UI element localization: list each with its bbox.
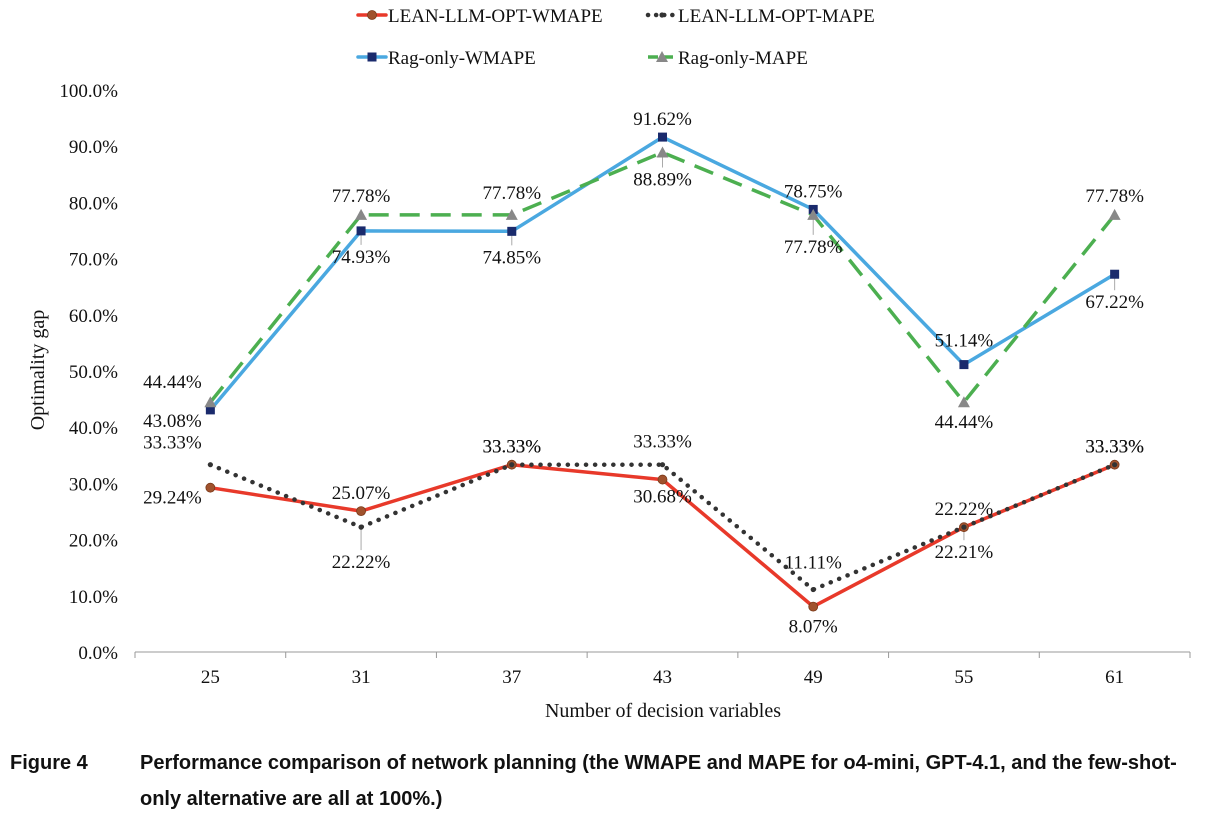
data-label-wmape-rag: 43.08% <box>143 411 202 432</box>
data-label-mape-lean: 33.33% <box>1085 437 1144 458</box>
data-label-mape-lean: 33.33% <box>633 432 692 453</box>
marker-wmape-rag <box>1110 269 1120 279</box>
data-label-wmape-lean: 30.68% <box>633 487 692 508</box>
data-label-wmape-rag: 74.85% <box>482 247 541 268</box>
marker-mape-lean <box>207 462 213 468</box>
x-tick-label: 31 <box>352 667 371 688</box>
y-tick-label: 40.0% <box>69 418 118 439</box>
y-axis-title: Optimality gap <box>27 310 49 431</box>
data-label-wmape-lean: 22.21% <box>935 542 994 563</box>
line-chart: LEAN-LLM-OPT-WMAPE LEAN-LLM-OPT-MAPE Rag-o… <box>27 6 1191 722</box>
legend-label: Rag-only-WMAPE <box>388 48 536 69</box>
marker-mape-rag <box>505 208 518 220</box>
data-label-mape-rag: 88.89% <box>633 169 692 190</box>
marker-wmape-lean <box>356 506 366 517</box>
data-label-mape-lean: 33.33% <box>143 433 202 454</box>
x-tick-label: 49 <box>804 667 823 688</box>
marker-wmape-lean <box>657 474 668 485</box>
data-label-wmape-rag: 74.93% <box>332 247 391 268</box>
marker-mape-lean <box>810 586 816 593</box>
y-tick-label: 90.0% <box>69 137 118 158</box>
x-tick-label: 37 <box>502 667 521 688</box>
marker-mape-rag <box>807 208 820 220</box>
y-tick-label: 20.0% <box>69 531 118 552</box>
data-label-mape-lean: 22.22% <box>332 552 391 573</box>
legend-marker <box>656 51 668 62</box>
y-axis-ticks: 0.0% 10.0% 20.0% 30.0% 40.0% 50.0% 60.0% 70.0% 8… <box>59 81 118 664</box>
marker-wmape-rag <box>658 132 667 142</box>
legend-label: Rag-only-MAPE <box>678 48 808 69</box>
data-label-wmape-rag: 78.75% <box>784 181 843 202</box>
series-lines <box>208 135 1117 609</box>
marker-mape-lean <box>659 462 666 468</box>
legend-item-wmape-rag: Rag-only-WMAPE <box>356 48 536 69</box>
y-tick-label: 60.0% <box>69 306 118 327</box>
legend-item-wmape-lean: LEAN-LLM-OPT-WMAPE <box>356 6 603 27</box>
marker-wmape-rag <box>356 226 366 236</box>
x-tick-label: 55 <box>954 667 973 688</box>
series-markers <box>204 132 1121 612</box>
figure-caption: Figure 4 Performance comparison of netwo… <box>10 745 1205 817</box>
legend-item-mape-lean: LEAN-LLM-OPT-MAPE <box>645 6 875 27</box>
y-tick-label: 80.0% <box>69 193 118 214</box>
data-label-wmape-lean: 33.33% <box>482 437 541 458</box>
marker-wmape-lean <box>808 601 819 612</box>
data-label-wmape-lean: 33.33% <box>1085 437 1144 458</box>
data-label-wmape-rag: 67.22% <box>1085 292 1144 313</box>
x-axis-ticks: 25 31 37 43 49 55 61 <box>134 652 1191 688</box>
data-label-mape-lean: 11.11% <box>785 553 842 574</box>
data-label-mape-rag: 77.78% <box>1085 186 1144 207</box>
marker-mape-rag <box>204 396 217 408</box>
y-tick-label: 30.0% <box>69 474 118 495</box>
marker-wmape-rag <box>959 360 969 370</box>
x-tick-label: 43 <box>653 667 672 688</box>
marker-mape-lean <box>961 524 967 530</box>
figure-number: Figure 4 <box>10 752 88 774</box>
data-label-wmape-lean: 25.07% <box>332 483 391 504</box>
data-label-wmape-lean: 8.07% <box>789 617 838 638</box>
data-label-wmape-rag: 91.62% <box>633 109 692 130</box>
y-tick-label: 0.0% <box>78 643 118 664</box>
legend-item-mape-rag: Rag-only-MAPE <box>648 48 808 69</box>
marker-mape-rag <box>656 146 669 158</box>
data-label-mape-rag: 77.78% <box>784 237 843 258</box>
marker-wmape-rag <box>507 226 517 236</box>
y-tick-label: 100.0% <box>59 81 118 102</box>
marker-mape-lean <box>358 524 364 530</box>
marker-mape-rag <box>355 208 368 220</box>
label-leader-lines <box>360 152 1116 551</box>
legend-marker <box>367 52 377 62</box>
marker-wmape-rag <box>205 405 215 415</box>
marker-mape-lean <box>509 462 515 468</box>
x-tick-label: 61 <box>1105 667 1124 688</box>
x-axis-title: Number of decision variables <box>545 700 781 722</box>
y-tick-label: 10.0% <box>69 587 118 608</box>
data-label-mape-rag: 77.78% <box>482 183 541 204</box>
legend: LEAN-LLM-OPT-WMAPE LEAN-LLM-OPT-MAPE Rag-o… <box>356 6 875 69</box>
data-label-wmape-rag: 51.14% <box>935 331 994 352</box>
x-tick-label: 25 <box>201 667 220 688</box>
data-label-wmape-lean: 29.24% <box>143 488 202 509</box>
data-labels: 29.24% 25.07% 33.33% 30.68% 8.07% 22.21% 33.33… <box>143 109 1144 638</box>
y-tick-label: 50.0% <box>69 362 118 383</box>
data-label-mape-lean: 33.33% <box>482 437 541 458</box>
legend-marker <box>659 12 665 18</box>
legend-label: LEAN-LLM-OPT-MAPE <box>678 6 875 27</box>
marker-mape-rag <box>957 396 970 408</box>
y-tick-label: 70.0% <box>69 250 118 271</box>
caption-text: Performance comparison of network planni… <box>140 752 1177 810</box>
data-label-mape-rag: 77.78% <box>332 186 391 207</box>
marker-wmape-lean <box>205 482 216 493</box>
data-label-mape-rag: 44.44% <box>935 412 994 433</box>
legend-label: LEAN-LLM-OPT-WMAPE <box>388 6 603 27</box>
marker-mape-rag <box>1108 208 1121 220</box>
legend-marker <box>367 10 377 20</box>
data-label-mape-rag: 44.44% <box>143 372 202 393</box>
marker-mape-lean <box>1112 462 1118 468</box>
data-label-mape-lean: 22.22% <box>935 499 994 520</box>
